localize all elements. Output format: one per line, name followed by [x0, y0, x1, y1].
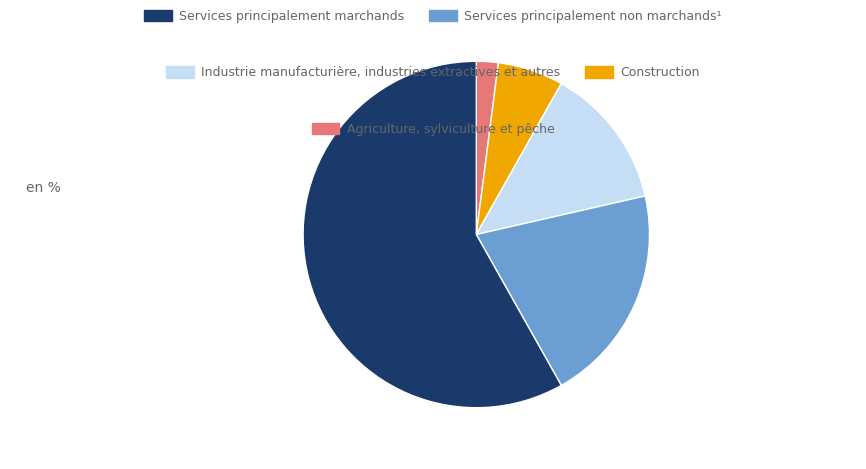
Legend: Services principalement marchands, Services principalement non marchands¹: Services principalement marchands, Servi… [140, 6, 726, 27]
Legend: Agriculture, sylviculture et pêche: Agriculture, sylviculture et pêche [308, 119, 558, 139]
Wedge shape [476, 83, 645, 234]
Wedge shape [476, 61, 499, 234]
Wedge shape [476, 196, 650, 386]
Wedge shape [303, 61, 561, 408]
Wedge shape [476, 63, 561, 234]
Legend: Industrie manufacturière, industries extractives et autres, Construction: Industrie manufacturière, industries ext… [163, 62, 703, 83]
Text: en %: en % [26, 181, 61, 195]
